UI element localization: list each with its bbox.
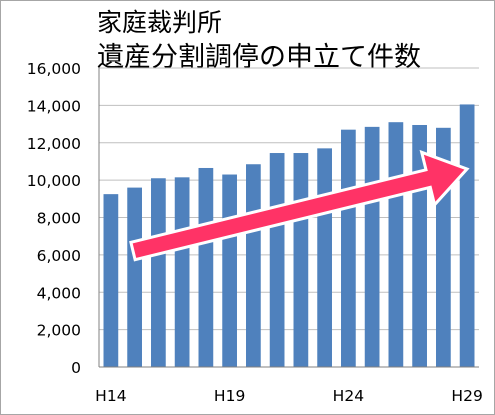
bar-H23 (317, 148, 332, 367)
bar-H19 (222, 174, 237, 367)
bar-H21 (269, 153, 285, 367)
bar-H17 (174, 177, 190, 367)
y-tick-label: 16,000 (27, 60, 81, 78)
x-tick-label: H14 (95, 387, 126, 405)
bar-H29 (459, 104, 475, 368)
bar-H20 (246, 164, 261, 367)
bar-H18 (198, 167, 214, 367)
bar-H22 (293, 153, 309, 367)
x-tick-label: H24 (333, 387, 364, 405)
bar-H26 (388, 122, 404, 367)
bar-H24 (341, 129, 356, 367)
bar-H25 (364, 126, 380, 367)
y-tick-label: 4,000 (37, 284, 81, 302)
y-tick-label: 12,000 (27, 135, 81, 153)
y-tick-label: 14,000 (27, 97, 81, 115)
bar-H15 (127, 187, 142, 367)
x-tick-label: H19 (214, 387, 245, 405)
x-tick-label: H29 (451, 387, 482, 405)
chart-title-line-1: 家庭裁判所 (97, 8, 223, 37)
bar-H16 (151, 178, 166, 367)
y-tick-label: 10,000 (27, 172, 81, 190)
trend-arrow (129, 149, 470, 262)
y-tick-label: 0 (71, 359, 81, 377)
y-tick-label: 6,000 (37, 247, 81, 265)
bar-H14 (103, 194, 119, 367)
y-tick-label: 8,000 (37, 210, 81, 228)
y-tick-label: 2,000 (37, 322, 81, 340)
